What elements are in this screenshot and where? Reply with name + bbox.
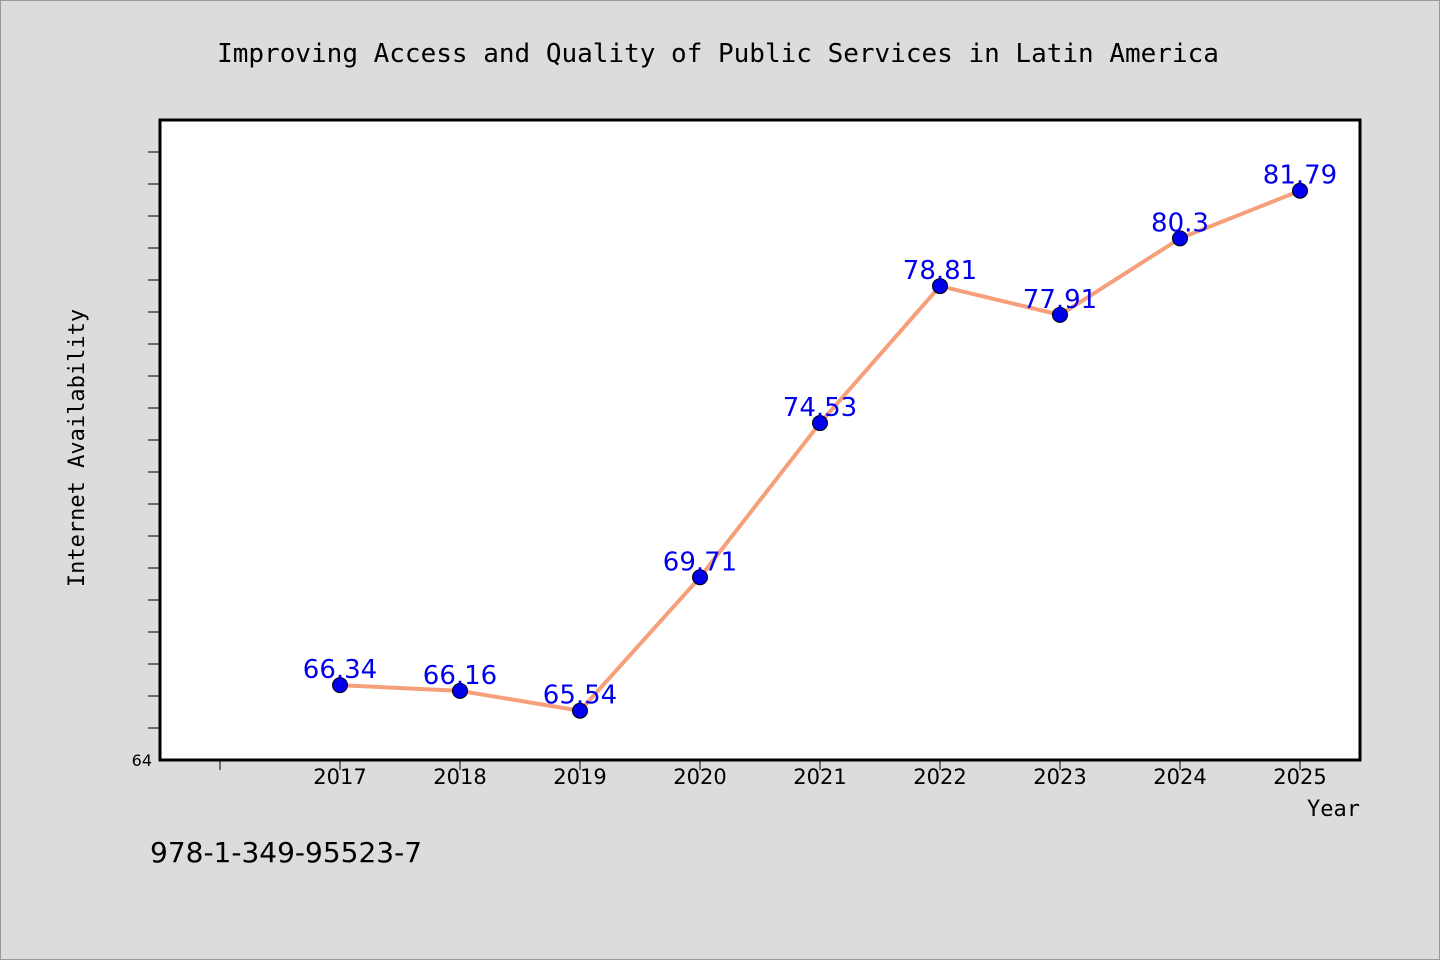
x-tick-label: 2017: [313, 765, 366, 789]
data-labels: 66.34 66.16 65.54 69.71 74.53 78.81 77.91 80.3 8…: [303, 161, 1337, 711]
x-tick-label: 2019: [553, 765, 606, 789]
x-tick-label: 2023: [1033, 765, 1086, 789]
data-point: [452, 682, 468, 699]
y-tick-label: 64: [132, 751, 152, 770]
data-point: [332, 677, 348, 694]
y-axis-ticks: [148, 151, 160, 729]
data-point: [1172, 230, 1188, 247]
data-point: [572, 702, 588, 719]
x-tick-label: 2018: [433, 765, 486, 789]
footnote: 978-1-349-95523-7: [150, 836, 422, 869]
x-tick-label: 2022: [913, 765, 966, 789]
data-point: [932, 278, 948, 295]
data-label: 66.16: [423, 661, 497, 691]
data-label: 69.71: [663, 547, 737, 577]
x-axis-ticks: [219, 760, 1301, 770]
plot-area: [158, 118, 1362, 762]
series-markers: [332, 182, 1308, 719]
data-label: 74.53: [783, 393, 857, 423]
y-axis-label: Internet Availability: [65, 309, 90, 587]
data-label: 78.81: [903, 256, 977, 286]
x-tick-label: 2025: [1273, 765, 1326, 789]
data-label: 77.91: [1023, 285, 1097, 315]
data-label: 66.34: [303, 655, 377, 685]
data-point: [1052, 306, 1068, 323]
data-point: [692, 569, 708, 586]
data-point: [812, 415, 828, 432]
data-label: 65.54: [543, 681, 617, 711]
chart-title: Improving Access and Quality of Public S…: [217, 39, 1219, 69]
x-axis-label: Year: [1307, 797, 1360, 822]
data-point: [1292, 182, 1308, 199]
x-tick-label: 2021: [793, 765, 846, 789]
x-tick-labels: 2017 2018 2019 2020 2021 2022 2023 2024 2025: [313, 765, 1326, 789]
x-tick-label: 2024: [1153, 765, 1206, 789]
data-label: 81.79: [1263, 161, 1337, 191]
data-label: 80.3: [1151, 208, 1209, 238]
x-tick-label: 2020: [673, 765, 726, 789]
